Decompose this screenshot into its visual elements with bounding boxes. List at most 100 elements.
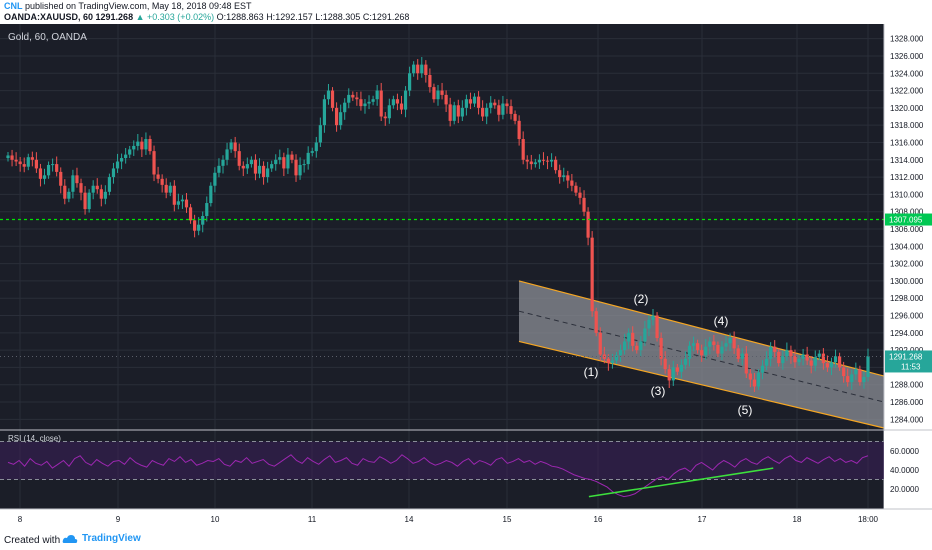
candle-body — [132, 145, 136, 150]
symbol-label: OANDA:XAUUSD, 60 — [4, 12, 94, 22]
price-tick-label: 1302.000 — [890, 260, 924, 269]
candle-body — [314, 142, 318, 152]
chart-canvas[interactable]: (1) (2) (3) (4) (5) 1328.000 1326.000 1324.000… — [0, 24, 932, 530]
candle-body — [229, 142, 233, 150]
price-tick-label: 1308.000 — [890, 208, 924, 217]
candle-body — [201, 216, 205, 225]
time-tick-label: 11 — [308, 515, 317, 524]
candle-body — [545, 160, 550, 162]
candle-body — [663, 358, 667, 370]
candle-body — [558, 170, 562, 178]
candle-body — [736, 348, 740, 359]
price-tick-label: 1314.000 — [890, 156, 924, 165]
candle-body — [298, 164, 302, 176]
publisher-name[interactable]: CNL — [4, 1, 23, 11]
candle-body — [696, 343, 700, 351]
candle-body — [318, 125, 322, 143]
candle-body — [22, 164, 26, 167]
candle-body — [34, 159, 38, 169]
candle-body — [643, 328, 647, 342]
candle-body — [257, 165, 262, 174]
candle-body — [148, 139, 152, 152]
candle-body — [160, 178, 164, 185]
price-tick-label: 1326.000 — [890, 52, 924, 61]
candle-body — [408, 73, 412, 91]
candle-body — [760, 365, 765, 373]
candle-body — [156, 174, 160, 179]
candle-body — [748, 373, 752, 380]
price-tick-label: 1298.000 — [890, 294, 924, 303]
time-axis[interactable]: 8 9 10 11 14 15 16 17 18 18:00 — [0, 508, 932, 530]
candle-body — [359, 99, 363, 107]
candle-body — [846, 376, 850, 383]
last-price-tag — [885, 350, 932, 373]
candle-body — [71, 175, 75, 192]
candle-body — [448, 104, 452, 121]
tradingview-brand[interactable]: TradingView — [62, 533, 141, 544]
candle-body — [225, 149, 229, 160]
candle-body — [347, 94, 351, 103]
candle-body — [436, 90, 440, 100]
candle-body — [809, 360, 813, 366]
candle-body — [416, 64, 420, 74]
candle-body — [79, 183, 83, 193]
candle-body — [854, 369, 858, 375]
snapshot-header: CNL published on TradingView.com, May 18… — [0, 0, 932, 24]
candle-body — [464, 99, 468, 108]
candle-body — [290, 154, 294, 160]
wave-label: (4) — [714, 314, 729, 328]
candle-body — [209, 185, 213, 204]
candle-body — [241, 165, 245, 169]
candle-body — [537, 159, 542, 163]
candle-body — [481, 107, 485, 117]
candle-body — [627, 332, 631, 342]
time-tick-label: 15 — [503, 515, 512, 524]
price-tick-label: 1318.000 — [890, 121, 924, 130]
chart-overlays: (1) (2) (3) (4) (5) — [0, 218, 884, 417]
candle-body — [261, 165, 266, 178]
wave-label: (5) — [738, 403, 753, 417]
change-text: +0.303 (+0.02%) — [147, 12, 215, 22]
candle-body — [355, 97, 359, 100]
candle-body — [193, 220, 197, 231]
candle-body — [91, 185, 95, 193]
candle-body — [75, 175, 79, 184]
candle-body — [631, 332, 635, 346]
price-tick-label: 1284.000 — [890, 415, 924, 424]
candle-body — [10, 155, 14, 160]
candle-body — [217, 165, 221, 173]
candle-body — [801, 354, 805, 359]
candle-body — [594, 311, 598, 333]
candle-body — [505, 103, 509, 107]
candle-body — [270, 164, 274, 169]
candle-body — [115, 161, 120, 169]
price-tick-label: 1312.000 — [890, 173, 924, 182]
candle-body — [517, 120, 521, 140]
cloud-icon — [62, 534, 78, 543]
candle-body — [529, 161, 533, 165]
candle-body — [334, 107, 339, 126]
candle-body — [728, 338, 732, 344]
countdown-label: 11:53 — [901, 362, 921, 371]
rsi-tick-label: 20.0000 — [890, 485, 919, 494]
rsi-trend-line — [588, 467, 774, 498]
candle-body — [119, 158, 124, 162]
close-label: C: — [362, 12, 372, 22]
last-price-label: 1291.268 — [889, 352, 923, 361]
candle-body — [391, 99, 395, 106]
candle-body — [570, 180, 574, 186]
time-axis-bg — [0, 509, 932, 530]
candle-body — [286, 154, 290, 169]
candle-body — [655, 315, 659, 339]
price-tick-label: 1310.000 — [890, 190, 924, 199]
candle-body — [274, 159, 278, 165]
tradingview-wordmark: TradingView — [82, 533, 141, 544]
candle-body — [533, 162, 537, 165]
candle-body — [46, 164, 51, 176]
candle-body — [42, 175, 47, 179]
candle-body — [700, 350, 704, 356]
candle-body — [509, 106, 513, 114]
candle-body — [493, 102, 497, 106]
candle-body — [152, 151, 156, 175]
rsi-band — [0, 441, 884, 480]
